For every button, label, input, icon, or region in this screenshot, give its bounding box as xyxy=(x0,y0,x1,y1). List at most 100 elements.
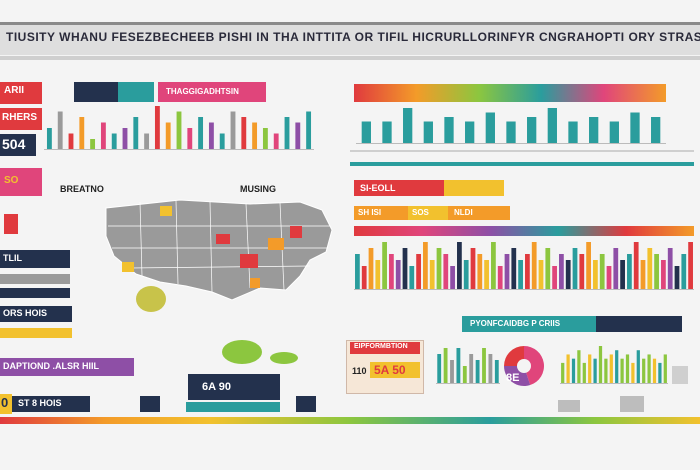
map-highlight-3 xyxy=(240,254,258,268)
bar xyxy=(416,254,421,290)
bar xyxy=(625,354,630,384)
info-box-value: 5A 50 xyxy=(370,362,420,378)
bar xyxy=(450,266,455,290)
factory-icon xyxy=(620,396,644,412)
bar xyxy=(586,242,591,290)
left-banner-1: ARII xyxy=(0,82,42,104)
left-banner-7: ST 8 HOIS xyxy=(12,396,90,412)
right-banner-1: SI-EOLL xyxy=(354,180,444,196)
left-banner-5: ORS HOIS xyxy=(0,306,72,322)
bar xyxy=(57,111,63,150)
bar xyxy=(485,112,495,144)
bar xyxy=(382,242,387,290)
map-highlight-7 xyxy=(250,278,260,288)
left-badge xyxy=(140,396,160,412)
bar xyxy=(598,346,603,384)
bar xyxy=(355,254,360,290)
map-highlight-4 xyxy=(268,238,284,250)
bar xyxy=(295,122,301,150)
bar xyxy=(456,348,461,384)
bar xyxy=(262,128,268,150)
bar xyxy=(593,358,597,384)
donut-chart xyxy=(504,346,544,386)
bar xyxy=(654,254,659,290)
info-box-prefix: 110 xyxy=(352,366,367,376)
bar xyxy=(525,254,530,290)
bar xyxy=(633,242,639,290)
bar xyxy=(497,266,503,290)
right-pyong-label: PYONFCAIDBG P CRIIS xyxy=(462,316,596,332)
bar xyxy=(615,350,619,384)
left-banner-3: SO xyxy=(0,168,42,196)
left-value-2: 0 xyxy=(0,394,12,414)
bar xyxy=(652,358,657,384)
bar xyxy=(469,354,474,384)
title-band xyxy=(0,22,700,55)
breatno-label: BREATNO xyxy=(60,184,104,194)
bar xyxy=(667,248,673,290)
bar xyxy=(488,354,493,384)
map-highlight-1 xyxy=(160,206,172,216)
right-banner-2: SH ISI xyxy=(354,206,408,220)
bar xyxy=(462,366,467,384)
left-banner-4: TLIL xyxy=(0,250,70,268)
bar xyxy=(565,260,571,290)
bar xyxy=(631,362,635,384)
bar xyxy=(609,121,619,144)
truck-icon xyxy=(558,400,580,412)
bar xyxy=(90,139,96,150)
bar xyxy=(477,254,483,290)
bar xyxy=(504,254,510,290)
bar xyxy=(436,248,442,290)
right-teal-rule xyxy=(350,162,694,166)
bar xyxy=(230,111,236,150)
usa-map xyxy=(105,199,333,301)
bar xyxy=(144,133,150,150)
bar xyxy=(506,121,516,144)
bar xyxy=(599,254,605,290)
bar xyxy=(588,354,592,384)
left-banner-2: RHERS xyxy=(0,108,42,130)
bar xyxy=(368,248,374,290)
island-shape xyxy=(270,352,298,364)
bar xyxy=(68,133,74,150)
bar xyxy=(527,117,537,144)
left-banner-6: DAPTIOND .ALSR HIIL xyxy=(0,358,134,376)
bar xyxy=(361,266,367,290)
donut-label: 8E xyxy=(506,372,520,384)
bar xyxy=(589,117,599,144)
bar xyxy=(681,254,687,290)
donut-hole xyxy=(517,359,531,373)
bar xyxy=(658,362,662,384)
bar xyxy=(640,260,646,290)
bar xyxy=(382,121,392,144)
bar xyxy=(375,260,381,290)
bar xyxy=(494,360,499,384)
chart-header-strip-navy xyxy=(74,82,118,102)
bar xyxy=(579,254,585,290)
right-dense-bar-chart xyxy=(354,242,694,290)
left-stripe-2 xyxy=(0,288,70,298)
bar xyxy=(627,254,632,290)
bar xyxy=(571,358,576,384)
bar xyxy=(133,117,139,150)
building-icon xyxy=(672,366,688,384)
map-highlight-5 xyxy=(290,226,302,238)
pie-slice xyxy=(524,346,544,386)
hawaii-shape xyxy=(222,340,262,364)
mid-value-box xyxy=(186,402,280,412)
left-stripe-3 xyxy=(0,328,72,338)
bar xyxy=(443,254,449,290)
bar xyxy=(284,117,290,150)
bar xyxy=(208,122,214,150)
bar xyxy=(661,260,666,290)
pie-slice xyxy=(504,346,524,366)
left-bar-chart xyxy=(44,106,314,150)
bar xyxy=(613,248,619,290)
right-small-bar-chart xyxy=(436,348,500,384)
bar xyxy=(361,121,371,144)
bar xyxy=(642,358,646,384)
bar xyxy=(674,266,680,290)
bar xyxy=(568,121,578,144)
bar xyxy=(582,362,586,384)
